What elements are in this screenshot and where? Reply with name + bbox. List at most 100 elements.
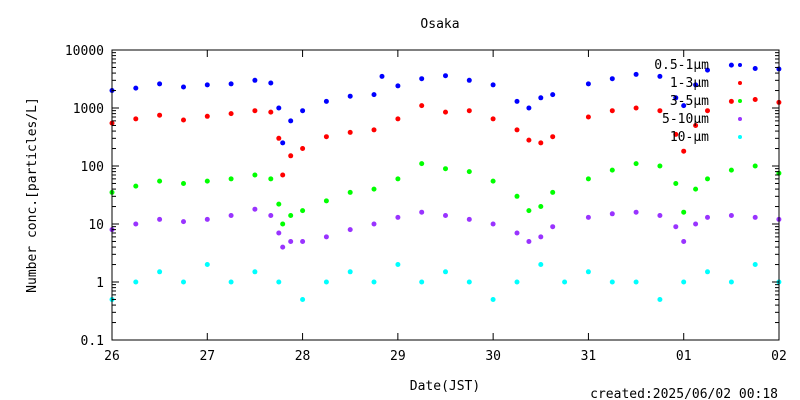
data-point: [157, 81, 163, 87]
data-point: [752, 163, 758, 169]
data-point: [181, 219, 186, 225]
data-point: [526, 239, 532, 244]
data-point: [323, 279, 329, 285]
data-point: [323, 234, 329, 240]
data-point: [157, 269, 163, 275]
data-point: [133, 85, 139, 91]
data-point: [204, 178, 210, 184]
legend-marker: [738, 99, 742, 103]
data-point: [280, 221, 286, 227]
data-point: [252, 108, 258, 114]
data-point: [466, 108, 472, 114]
data-point: [204, 262, 210, 267]
data-point: [514, 98, 520, 104]
data-point: [673, 131, 679, 137]
data-point: [681, 209, 687, 215]
data-point: [550, 189, 556, 195]
data-point: [419, 76, 425, 82]
data-point: [538, 95, 544, 101]
data-point: [490, 221, 496, 227]
data-point: [419, 279, 425, 285]
legend-label: 1-3μm: [670, 76, 709, 91]
legend: 0.5-1μm 1-3μm 3-5μm 5-10μm 10-μm: [654, 58, 742, 145]
data-point: [276, 135, 282, 141]
x-tick-label: 27: [199, 349, 215, 364]
data-point: [300, 208, 306, 214]
data-point: [300, 146, 306, 151]
data-point: [681, 279, 687, 285]
data-point: [133, 279, 139, 285]
data-point: [288, 239, 294, 244]
data-point: [538, 140, 544, 146]
data-point: [371, 127, 377, 133]
data-point: [693, 221, 699, 227]
legend-label: 0.5-1μm: [654, 58, 709, 73]
data-point: [550, 224, 556, 230]
data-point: [347, 93, 353, 99]
data-point: [181, 117, 186, 123]
data-point: [633, 209, 639, 215]
legend-marker: [738, 63, 742, 67]
data-point: [443, 166, 448, 172]
series-2: [109, 161, 782, 227]
data-point: [133, 183, 139, 189]
y-tick-label: 10: [88, 218, 104, 233]
y-tick-label: 100: [81, 160, 104, 175]
data-point: [280, 172, 286, 178]
data-point: [204, 82, 210, 88]
data-point: [526, 105, 532, 111]
data-point: [268, 213, 274, 218]
legend-label: 3-5μm: [670, 94, 709, 109]
data-point: [347, 269, 353, 275]
data-point: [181, 279, 186, 285]
data-point: [562, 279, 568, 285]
data-point: [693, 123, 699, 128]
x-axis-label: Date(JST): [410, 379, 480, 394]
data-point: [633, 279, 639, 285]
data-point: [252, 269, 258, 275]
legend-marker: [738, 135, 742, 139]
data-point: [300, 239, 306, 244]
data-point: [681, 103, 687, 109]
data-point: [585, 176, 591, 182]
data-point: [204, 113, 210, 119]
data-point: [490, 116, 496, 122]
data-point: [550, 92, 556, 98]
data-point: [347, 227, 353, 233]
data-point: [371, 221, 377, 227]
data-point: [395, 176, 401, 182]
series-3: [109, 206, 782, 250]
data-point: [490, 297, 496, 302]
axis-layer: 26 27 28 29 30 31 01 02 0.1 1 10 100 1000 10000: [65, 44, 787, 364]
series-4: [109, 262, 782, 302]
data-point: [609, 167, 615, 173]
data-point: [705, 67, 710, 73]
data-point: [633, 161, 639, 167]
x-tick-label: 28: [295, 349, 311, 364]
data-point: [288, 118, 294, 124]
data-point: [657, 163, 663, 169]
data-point: [657, 297, 663, 302]
data-point: [538, 234, 544, 240]
data-point: [181, 181, 186, 186]
data-point: [705, 214, 710, 220]
data-point: [157, 216, 163, 222]
data-point: [526, 208, 532, 214]
data-point: [347, 189, 353, 195]
data-point: [681, 148, 687, 154]
data-point: [276, 105, 282, 111]
data-point: [268, 80, 274, 86]
data-point: [280, 140, 286, 146]
data-point: [133, 221, 139, 227]
data-point: [514, 230, 520, 236]
data-point: [657, 108, 663, 114]
data-point: [288, 153, 294, 159]
data-point: [443, 269, 448, 275]
series-0: [109, 62, 782, 146]
data-point: [323, 98, 329, 104]
data-point: [657, 213, 663, 218]
chart-title: Osaka: [420, 17, 459, 32]
data-point: [395, 116, 401, 122]
data-point: [443, 213, 448, 218]
y-tick-label: 1000: [73, 102, 104, 117]
